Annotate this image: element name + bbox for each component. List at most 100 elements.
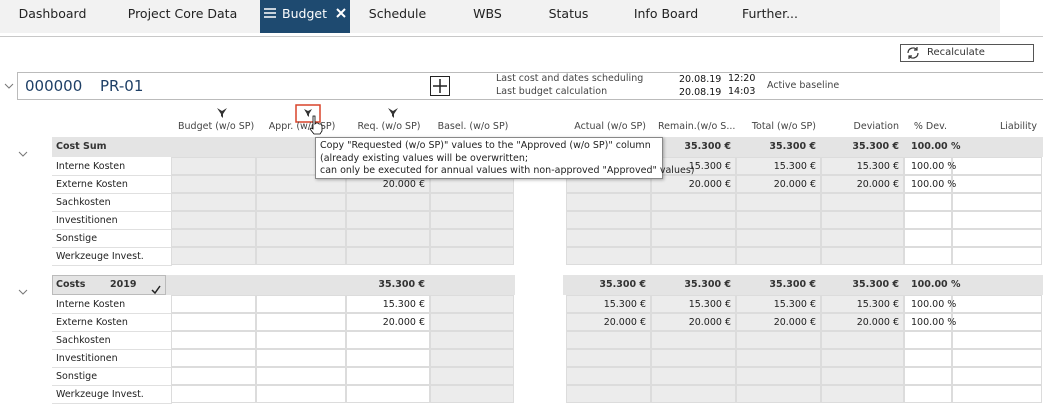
cell — [904, 385, 952, 403]
row-label: Sachkosten — [56, 335, 111, 346]
row-line — [52, 403, 172, 404]
cell — [566, 193, 651, 211]
cell — [736, 313, 821, 331]
cell — [651, 349, 736, 367]
cell — [651, 193, 736, 211]
row-line — [52, 193, 172, 194]
project-box — [17, 72, 1043, 100]
cell — [430, 349, 514, 367]
cell — [430, 367, 514, 385]
cell — [346, 193, 430, 211]
cell — [736, 295, 821, 313]
cell — [256, 331, 346, 349]
recalc-icon — [907, 47, 919, 59]
tab-label: WBS — [473, 6, 502, 21]
column-header: Appr. (w/o SP) — [268, 121, 336, 132]
cell — [904, 295, 952, 313]
cell — [430, 193, 514, 211]
cell — [171, 229, 256, 247]
tab[interactable]: Further... — [725, 0, 815, 33]
column-header: Liability — [999, 121, 1037, 132]
cell — [821, 385, 904, 403]
cell — [566, 247, 651, 265]
cell — [952, 349, 1042, 367]
tab-label: Status — [548, 6, 589, 21]
cell — [651, 247, 736, 265]
cell — [904, 175, 952, 193]
cell — [430, 295, 514, 313]
schedule-time: 14:03 — [728, 86, 756, 97]
cell — [171, 193, 256, 211]
cell — [821, 349, 904, 367]
schedule-time: 12:20 — [728, 73, 756, 84]
tab-bar — [0, 0, 1000, 33]
cell — [171, 313, 256, 331]
tab[interactable]: Dashboard — [0, 0, 105, 33]
cell-value: 20.000 € — [856, 179, 899, 190]
cell — [651, 313, 736, 331]
cell — [430, 313, 514, 331]
tab-label: Info Board — [633, 6, 699, 21]
cell-value: 15.300 € — [856, 299, 899, 310]
tab-label: Dashboard — [18, 6, 87, 21]
row-line — [52, 349, 172, 350]
cell-value: 15.300 € — [603, 299, 646, 310]
cell — [736, 247, 821, 265]
cell — [952, 175, 1042, 193]
tab[interactable]: Status — [530, 0, 607, 33]
cell — [566, 349, 651, 367]
cell-value: 20.000 € — [856, 317, 899, 328]
tooltip-line: can only be executed for annual values w… — [320, 165, 695, 176]
cell — [566, 295, 651, 313]
cell — [171, 349, 256, 367]
summary-value: 35.300 € — [852, 279, 899, 290]
cell — [430, 229, 514, 247]
column-header: Remain.(w/o S... — [658, 121, 736, 132]
cell — [952, 367, 1042, 385]
cell — [651, 295, 736, 313]
add-icon[interactable] — [430, 76, 450, 96]
tab[interactable]: Info Board — [607, 0, 725, 33]
cell — [171, 175, 256, 193]
row-line — [52, 265, 172, 266]
tab[interactable]: Schedule — [350, 0, 445, 33]
chevron[interactable] — [4, 82, 14, 90]
cell — [346, 313, 430, 331]
recalculate-button[interactable]: Recalculate — [900, 44, 1034, 62]
menu-icon — [264, 8, 277, 18]
cell-value: 100.00 % — [911, 161, 957, 172]
section-title: Costs — [56, 279, 86, 290]
summary-value: 35.300 € — [599, 279, 646, 290]
row-label: Sonstige — [56, 371, 98, 382]
cell-value: 15.300 € — [382, 299, 425, 310]
chevron[interactable] — [18, 143, 28, 157]
tab[interactable]: Project Core Data — [105, 0, 260, 33]
cell — [566, 367, 651, 385]
cell — [256, 229, 346, 247]
cell-value: 15.300 € — [688, 161, 731, 172]
cell-value: 100.00 % — [911, 317, 957, 328]
close-icon[interactable] — [336, 8, 346, 18]
cell — [346, 385, 430, 403]
section-year: 2019 — [110, 279, 137, 290]
schedule-date: 20.08.19 — [679, 74, 722, 85]
row-line — [52, 367, 172, 368]
cell-value: 20.000 € — [603, 317, 646, 328]
cell-value: 20.000 € — [382, 179, 425, 190]
filter-icons — [217, 104, 398, 123]
cell — [736, 211, 821, 229]
summary-value: 35.300 € — [769, 141, 816, 152]
cell — [736, 331, 821, 349]
cell-value: 100.00 % — [911, 179, 957, 190]
cell — [346, 295, 430, 313]
cell-value: 20.000 € — [382, 317, 425, 328]
summary-value: 35.300 € — [769, 279, 816, 290]
cell — [952, 313, 1042, 331]
row-label: Externe Kosten — [56, 317, 128, 328]
chevron[interactable] — [18, 281, 28, 295]
summary-value: 35.300 € — [378, 279, 425, 290]
tab[interactable]: Budget — [260, 0, 350, 33]
cell — [171, 367, 256, 385]
tab[interactable]: WBS — [445, 0, 530, 33]
